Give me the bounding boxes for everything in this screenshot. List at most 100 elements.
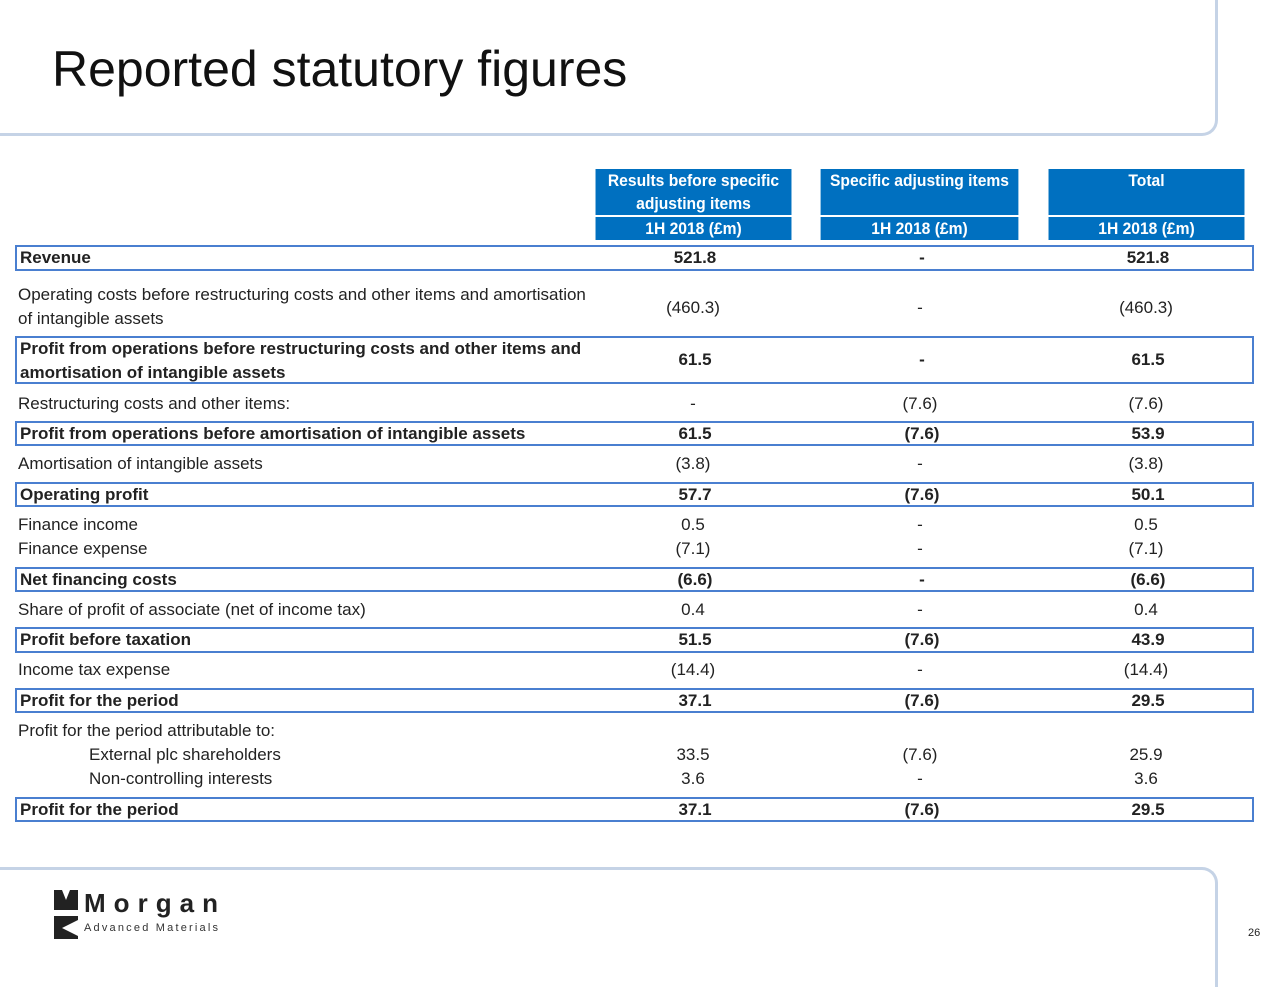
row-value: (3.8) bbox=[1128, 454, 1164, 473]
row-value: (460.3) bbox=[666, 298, 720, 317]
row-value: - bbox=[919, 350, 925, 369]
svg-text:Advanced Materials: Advanced Materials bbox=[84, 922, 219, 934]
morgan-logo: Morgan Advanced Materials bbox=[54, 888, 224, 945]
table-row: External plc shareholders 33.5 (7.6) 25.9 bbox=[15, 743, 1254, 767]
row-label: Profit for the period bbox=[20, 691, 179, 710]
table-row: Restructuring costs and other items: - (7.… bbox=[15, 392, 1254, 416]
table-row: Profit for the period 37.1 (7.6) 29.5 bbox=[15, 797, 1254, 822]
header-specific-adjusting: Specific adjusting items bbox=[820, 169, 1019, 215]
table-row: Income tax expense (14.4) - (14.4) bbox=[15, 658, 1254, 682]
row-value: (7.6) bbox=[902, 394, 938, 413]
row-value: 521.8 bbox=[1126, 248, 1170, 267]
row-value: 43.9 bbox=[1131, 630, 1165, 649]
row-value: (7.6) bbox=[904, 630, 940, 649]
row-value: 521.8 bbox=[673, 248, 717, 267]
table-row: Operating costs before restructuring cos… bbox=[15, 283, 1254, 333]
decorative-frame-bottom bbox=[0, 867, 1218, 987]
row-value: (7.6) bbox=[904, 799, 940, 819]
row-label: Revenue bbox=[20, 248, 91, 267]
svg-text:Morgan: Morgan bbox=[84, 890, 218, 918]
row-value: (7.6) bbox=[904, 484, 940, 504]
row-value: 29.5 bbox=[1131, 799, 1165, 819]
table-row: Operating profit 57.7 (7.6) 50.1 bbox=[15, 482, 1254, 507]
row-value: (14.4) bbox=[1123, 660, 1169, 679]
table-row: Finance income 0.5 - 0.5 bbox=[15, 513, 1254, 537]
row-label: Profit for the period attributable to: bbox=[18, 721, 276, 740]
row-value: 25.9 bbox=[1129, 745, 1163, 764]
table-row: Non-controlling interests 3.6 - 3.6 bbox=[15, 767, 1254, 791]
row-value: 33.5 bbox=[676, 745, 710, 764]
row-value: (7.1) bbox=[675, 539, 711, 558]
row-value: (460.3) bbox=[1119, 298, 1173, 317]
row-label: Restructuring costs and other items: bbox=[18, 394, 291, 413]
row-label: Operating profit bbox=[20, 485, 149, 504]
row-value: - bbox=[917, 298, 923, 317]
header-period: 1H 2018 (£m) bbox=[820, 217, 1019, 240]
row-value: 51.5 bbox=[678, 630, 712, 649]
table-row: Amortisation of intangible assets (3.8) - (… bbox=[15, 452, 1254, 476]
table-row: Profit from operations before amortisati… bbox=[15, 421, 1254, 446]
row-value: 61.5 bbox=[678, 423, 712, 443]
table-row: Profit before taxation 51.5 (7.6) 43.9 bbox=[15, 627, 1254, 653]
row-value: 53.9 bbox=[1131, 423, 1165, 443]
row-value: - bbox=[919, 569, 925, 589]
row-value: - bbox=[917, 600, 923, 619]
header-period: 1H 2018 (£m) bbox=[595, 217, 792, 240]
row-label: Profit from operations before restructur… bbox=[20, 339, 582, 382]
row-value: 0.5 bbox=[681, 515, 705, 534]
row-value: - bbox=[917, 539, 923, 558]
row-value: (7.6) bbox=[904, 690, 940, 710]
row-value: - bbox=[917, 454, 923, 473]
row-value: - bbox=[919, 248, 925, 267]
row-value: (7.6) bbox=[902, 745, 938, 764]
row-value: (7.1) bbox=[1128, 539, 1164, 558]
row-value: 0.5 bbox=[1134, 515, 1158, 534]
decorative-frame-top bbox=[0, 0, 1218, 136]
row-value: 37.1 bbox=[678, 799, 712, 819]
row-label: Profit from operations before amortisati… bbox=[20, 424, 526, 443]
row-value: - bbox=[917, 660, 923, 679]
row-label: External plc shareholders bbox=[89, 745, 281, 764]
row-value: 29.5 bbox=[1131, 690, 1165, 710]
header-total: Total bbox=[1048, 169, 1245, 215]
row-label: Net financing costs bbox=[20, 570, 177, 589]
table-row: Share of profit of associate (net of inc… bbox=[15, 598, 1254, 622]
row-value: 3.6 bbox=[681, 769, 705, 788]
row-value: (6.6) bbox=[1130, 569, 1166, 589]
row-value: - bbox=[917, 515, 923, 534]
row-label: Finance expense bbox=[18, 539, 148, 558]
row-value: (7.6) bbox=[904, 423, 940, 443]
table-row: Finance expense (7.1) - (7.1) bbox=[15, 537, 1254, 561]
row-value: 0.4 bbox=[681, 600, 705, 619]
row-value: 61.5 bbox=[678, 350, 712, 369]
table-row: Profit for the period attributable to: bbox=[15, 719, 1254, 743]
row-value: (7.6) bbox=[1128, 394, 1164, 413]
row-value: (6.6) bbox=[677, 569, 713, 589]
page-number: 26 bbox=[1248, 927, 1261, 939]
table-row: Profit from operations before restructur… bbox=[15, 336, 1254, 384]
row-value: 61.5 bbox=[1131, 350, 1165, 369]
row-value: 0.4 bbox=[1134, 600, 1158, 619]
row-label: Non-controlling interests bbox=[89, 769, 273, 788]
row-label: Operating costs before restructuring cos… bbox=[18, 285, 586, 328]
table-row: Profit for the period 37.1 (7.6) 29.5 bbox=[15, 688, 1254, 713]
row-label: Income tax expense bbox=[18, 660, 171, 679]
row-value: (3.8) bbox=[675, 454, 711, 473]
row-value: 37.1 bbox=[678, 690, 712, 710]
page-title: Reported statutory figures bbox=[52, 41, 628, 97]
row-value: 3.6 bbox=[1134, 769, 1158, 788]
header-period: 1H 2018 (£m) bbox=[1048, 217, 1245, 240]
row-value: 50.1 bbox=[1131, 484, 1165, 504]
row-label: Profit before taxation bbox=[20, 630, 191, 649]
row-value: - bbox=[917, 769, 923, 788]
table-row: Revenue 521.8 - 521.8 bbox=[15, 245, 1254, 271]
row-value: (14.4) bbox=[670, 660, 716, 679]
row-label: Finance income bbox=[18, 515, 139, 534]
row-label: Share of profit of associate (net of inc… bbox=[18, 600, 366, 619]
row-value: - bbox=[690, 394, 696, 413]
header-results-before: Results before specific adjusting items bbox=[595, 169, 792, 215]
row-value: 57.7 bbox=[678, 484, 712, 504]
row-label: Profit for the period bbox=[20, 800, 179, 819]
row-label: Amortisation of intangible assets bbox=[18, 454, 263, 473]
table-row: Net financing costs (6.6) - (6.6) bbox=[15, 567, 1254, 592]
